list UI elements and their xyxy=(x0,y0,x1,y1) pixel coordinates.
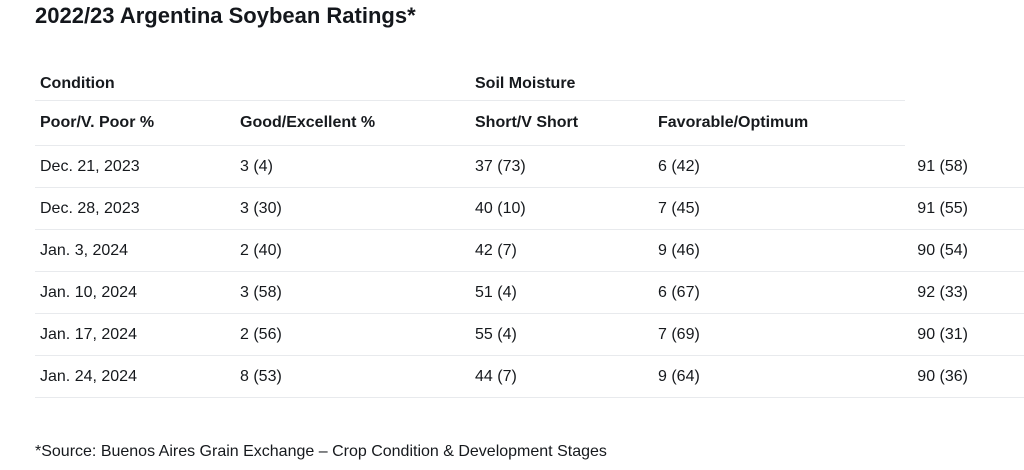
table-row: Dec. 21, 2023 3 (4) 37 (73) 6 (42) 91 (5… xyxy=(35,146,1024,188)
source-footnote: *Source: Buenos Aires Grain Exchange – C… xyxy=(35,443,607,460)
table-cell: 37 (73) xyxy=(475,157,526,175)
column-header-short-vshort: Short/V Short xyxy=(475,114,579,131)
page-title: 2022/23 Argentina Soybean Ratings* xyxy=(35,3,416,28)
date-cell: Jan. 10, 2024 xyxy=(40,283,137,301)
table-cell: 51 (4) xyxy=(475,283,517,301)
table-cell: 42 (7) xyxy=(475,241,517,259)
table-row: Jan. 24, 2024 8 (53) 44 (7) 9 (64) 90 (3… xyxy=(35,356,1024,398)
table-cell: 90 (54) xyxy=(917,241,968,259)
table-cell: 9 (46) xyxy=(658,241,700,259)
table-group-header-row: Condition Soil Moisture xyxy=(35,67,905,101)
table-cell: 9 (64) xyxy=(658,367,700,385)
column-header-good-excellent: Good/Excellent % xyxy=(240,114,376,131)
table-cell: 6 (42) xyxy=(658,157,700,175)
table-row: Dec. 28, 2023 3 (30) 40 (10) 7 (45) 91 (… xyxy=(35,188,1024,230)
table-cell: 7 (45) xyxy=(658,199,700,217)
table-sub-header-row: Poor/V. Poor % Good/Excellent % Short/V … xyxy=(35,101,905,146)
table-cell: 2 (40) xyxy=(240,241,282,259)
ratings-table: Condition Soil Moisture Poor/V. Poor % G… xyxy=(35,67,1024,398)
column-header-poor-vpoor: Poor/V. Poor % xyxy=(40,114,155,131)
table-cell: 7 (69) xyxy=(658,325,700,343)
table-cell: 2 (56) xyxy=(240,325,282,343)
table-cell: 91 (58) xyxy=(917,157,968,175)
table-cell: 44 (7) xyxy=(475,367,517,385)
group-header-condition: Condition xyxy=(40,74,115,92)
table-row: Jan. 17, 2024 2 (56) 55 (4) 7 (69) 90 (3… xyxy=(35,314,1024,356)
date-cell: Jan. 3, 2024 xyxy=(40,241,129,259)
table-cell: 6 (67) xyxy=(658,283,700,301)
date-cell: Jan. 17, 2024 xyxy=(40,325,137,343)
table-cell: 91 (55) xyxy=(917,199,968,217)
date-cell: Dec. 21, 2023 xyxy=(40,157,140,175)
table-cell: 90 (31) xyxy=(917,325,968,343)
table-row: Jan. 10, 2024 3 (58) 51 (4) 6 (67) 92 (3… xyxy=(35,272,1024,314)
date-cell: Dec. 28, 2023 xyxy=(40,199,140,217)
table-cell: 3 (4) xyxy=(240,157,273,175)
group-header-soil-moisture: Soil Moisture xyxy=(475,74,576,92)
column-header-favorable-optimum: Favorable/Optimum xyxy=(658,114,809,131)
table-cell: 3 (30) xyxy=(240,199,282,217)
table-cell: 55 (4) xyxy=(475,325,517,343)
table-cell: 3 (58) xyxy=(240,283,282,301)
table-cell: 92 (33) xyxy=(917,283,968,301)
table-cell: 8 (53) xyxy=(240,367,282,385)
table-cell: 40 (10) xyxy=(475,199,526,217)
table-cell: 90 (36) xyxy=(917,367,968,385)
table-row: Jan. 3, 2024 2 (40) 42 (7) 9 (46) 90 (54… xyxy=(35,230,1024,272)
date-cell: Jan. 24, 2024 xyxy=(40,367,137,385)
